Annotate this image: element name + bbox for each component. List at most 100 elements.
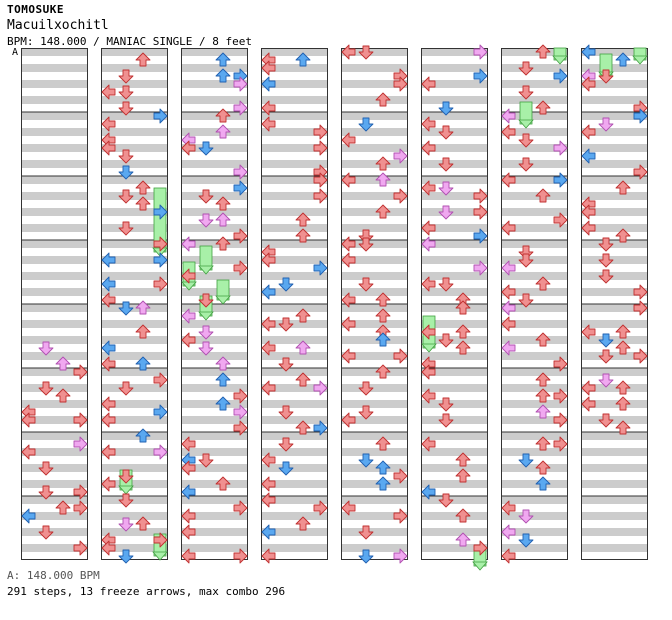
beat-stripe — [181, 128, 248, 136]
beat-stripe — [341, 160, 408, 168]
beat-stripe — [341, 208, 408, 216]
left-arrow-icon — [261, 380, 276, 396]
down-arrow-icon — [358, 453, 374, 468]
beat-stripe — [341, 320, 408, 328]
beat-stripe — [581, 352, 648, 360]
left-arrow-icon — [421, 76, 436, 92]
beat-stripe — [101, 352, 168, 360]
beat-stripe — [261, 128, 328, 136]
right-arrow-icon — [153, 236, 168, 252]
beat-stripe — [581, 128, 648, 136]
right-arrow-icon — [633, 100, 648, 116]
beat-stripe — [261, 544, 328, 552]
beat-stripe — [181, 352, 248, 360]
left-arrow-icon — [501, 316, 516, 332]
up-arrow-icon — [375, 332, 391, 347]
beat-stripe — [261, 160, 328, 168]
up-arrow-icon — [215, 212, 231, 227]
beat-stripe — [21, 480, 88, 488]
right-arrow-icon — [233, 68, 248, 84]
beat-stripe — [421, 224, 488, 232]
beat-stripe — [421, 432, 488, 440]
beat-stripe — [421, 400, 488, 408]
beat-stripe — [501, 416, 568, 424]
beat-stripe — [581, 512, 648, 520]
beat-stripe — [421, 288, 488, 296]
down-arrow-icon — [278, 437, 294, 452]
beat-stripe — [21, 352, 88, 360]
beat-stripe — [581, 256, 648, 264]
beat-stripe — [101, 304, 168, 312]
beat-stripe — [421, 128, 488, 136]
up-arrow-icon — [375, 292, 391, 307]
left-arrow-icon — [501, 260, 516, 276]
beat-stripe — [181, 240, 248, 248]
down-arrow-icon — [518, 157, 534, 172]
up-arrow-icon — [535, 44, 551, 59]
left-arrow-icon — [341, 252, 356, 268]
up-arrow-icon — [615, 324, 631, 339]
beat-stripe — [421, 208, 488, 216]
beat-stripe — [341, 304, 408, 312]
right-arrow-icon — [633, 284, 648, 300]
beat-stripe — [21, 448, 88, 456]
beat-stripe — [421, 64, 488, 72]
beat-stripe — [261, 208, 328, 216]
right-arrow-icon — [73, 436, 88, 452]
left-arrow-icon — [501, 220, 516, 236]
down-arrow-icon — [118, 469, 134, 484]
left-arrow-icon — [341, 412, 356, 428]
down-arrow-icon — [278, 461, 294, 476]
beat-stripe — [101, 400, 168, 408]
down-arrow-icon — [438, 205, 454, 220]
beat-stripe — [101, 272, 168, 280]
beat-stripe — [261, 80, 328, 88]
beat-stripe — [101, 48, 168, 56]
up-arrow-icon — [295, 228, 311, 243]
beat-stripe — [101, 528, 168, 536]
up-arrow-icon — [535, 388, 551, 403]
beat-stripe — [341, 48, 408, 56]
right-arrow-icon — [153, 252, 168, 268]
beat-stripe — [261, 240, 328, 248]
left-arrow-icon — [341, 44, 356, 60]
left-arrow-icon — [101, 292, 116, 308]
beat-stripe — [581, 160, 648, 168]
beat-stripe — [341, 496, 408, 504]
beat-stripe — [261, 496, 328, 504]
beat-stripe — [21, 320, 88, 328]
down-arrow-icon — [598, 117, 614, 132]
beat-stripe — [501, 448, 568, 456]
beat-stripe — [101, 464, 168, 472]
up-arrow-icon — [295, 372, 311, 387]
left-arrow-icon — [101, 396, 116, 412]
beat-stripe — [421, 80, 488, 88]
beat-stripe — [21, 336, 88, 344]
beat-stripe — [181, 336, 248, 344]
left-arrow-icon — [341, 172, 356, 188]
beat-stripe — [501, 512, 568, 520]
down-arrow-icon — [598, 333, 614, 348]
beat-stripe — [341, 224, 408, 232]
beat-stripe — [181, 400, 248, 408]
down-arrow-icon — [598, 373, 614, 388]
left-arrow-icon — [421, 484, 436, 500]
up-arrow-icon — [295, 516, 311, 531]
right-arrow-icon — [313, 164, 328, 180]
beat-stripe — [261, 176, 328, 184]
footer-stats: 291 steps, 13 freeze arrows, max combo 2… — [7, 585, 286, 598]
beat-stripe — [581, 528, 648, 536]
beat-stripe — [421, 416, 488, 424]
left-arrow-icon — [581, 124, 596, 140]
beat-stripe — [341, 96, 408, 104]
up-arrow-icon — [615, 380, 631, 395]
beat-stripe — [21, 112, 88, 120]
chart-column-border — [181, 48, 248, 560]
up-arrow-icon — [215, 108, 231, 123]
right-arrow-icon — [233, 388, 248, 404]
right-arrow-icon — [473, 188, 488, 204]
beat-stripe — [101, 256, 168, 264]
freeze-arrow-head — [632, 55, 648, 65]
left-arrow-icon — [101, 252, 116, 268]
beat-stripe — [581, 304, 648, 312]
